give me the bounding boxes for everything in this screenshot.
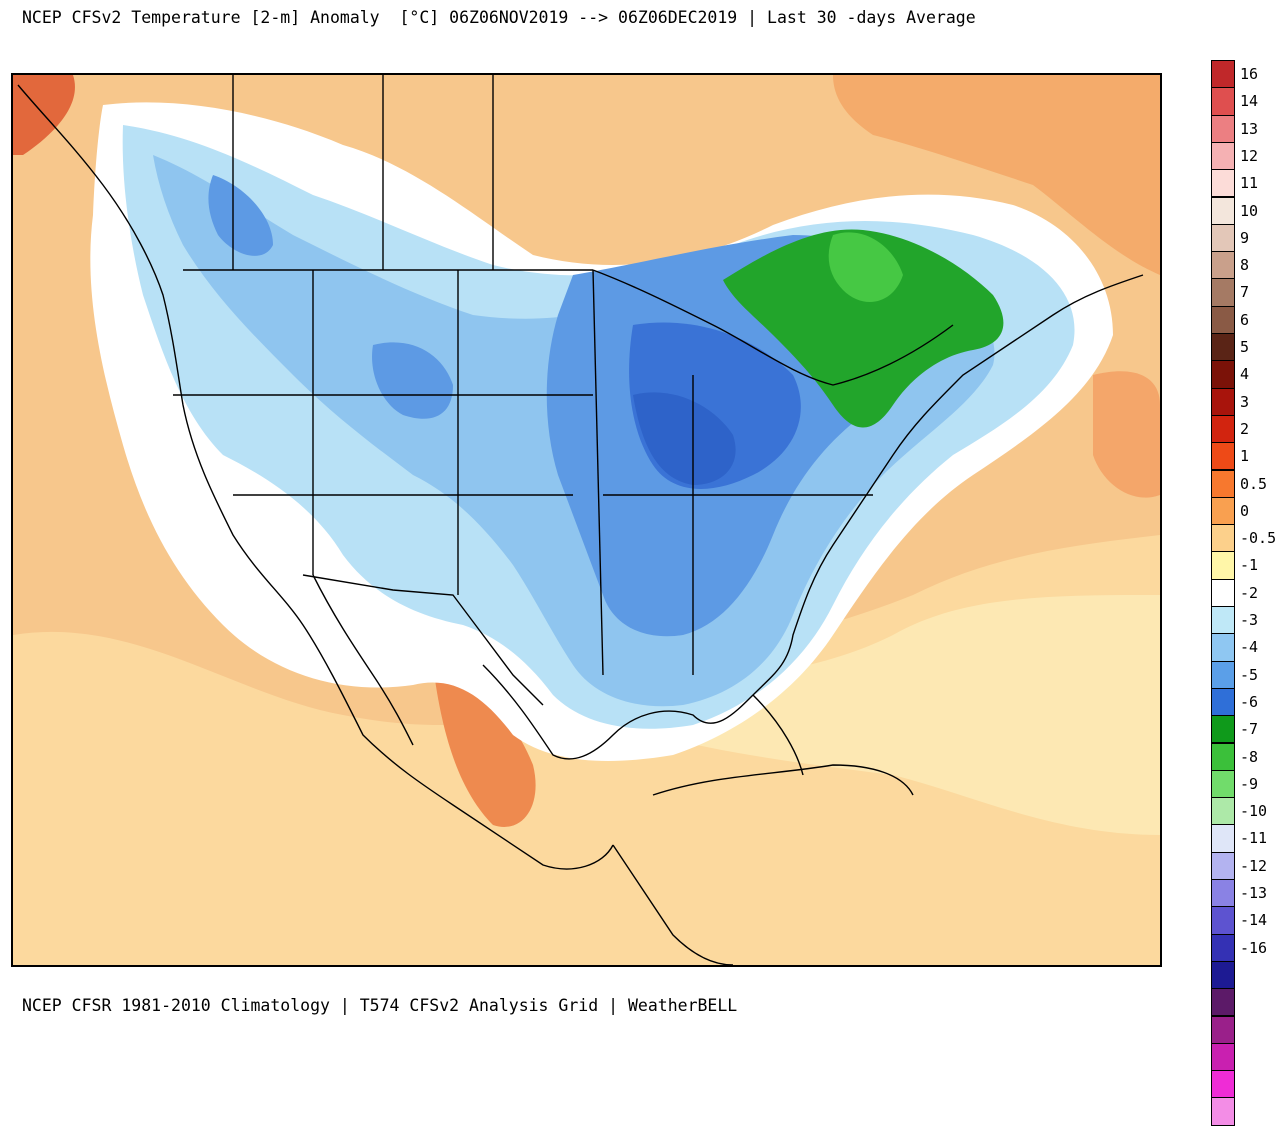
colorbar-label: 6 (1240, 310, 1250, 329)
central-america-coast (612, 844, 734, 965)
colorbar-swatch (1211, 469, 1235, 498)
colorbar-swatch (1211, 551, 1235, 580)
atlantic-mild-region (653, 595, 1160, 835)
colorbar-label: 3 (1240, 392, 1250, 411)
western-canada-cool-anomaly (208, 175, 273, 256)
atlantic-warm-anomaly (1093, 371, 1160, 498)
colorbar-label: -11 (1240, 829, 1268, 848)
us-mexico-border (302, 574, 544, 706)
colorbar-swatch (1211, 660, 1235, 689)
colorbar-swatch (1211, 1015, 1235, 1044)
colorbar-label: 9 (1240, 228, 1250, 247)
colorbar-swatch (1211, 1042, 1235, 1072)
quebec-cold-anomaly (723, 229, 1004, 428)
colorbar-swatch (1211, 742, 1235, 771)
colorbar-swatch (1211, 414, 1235, 444)
colorbar-swatch (1211, 196, 1235, 225)
map-footer-credit: NCEP CFSR 1981-2010 Climatology | T574 C… (22, 996, 738, 1015)
colorbar-label: -16 (1240, 938, 1268, 957)
greenland-warm-anomaly (833, 75, 1160, 275)
colorbar-label: -2 (1240, 583, 1259, 602)
colorbar-label: -13 (1240, 884, 1268, 902)
colorbar-swatch (1211, 223, 1235, 253)
colorbar-label: -0.5 (1240, 529, 1277, 548)
colorbar-swatch (1211, 442, 1235, 471)
colorbar-swatch (1211, 578, 1235, 607)
map-title: NCEP CFSv2 Temperature [2-m] Anomaly [°C… (22, 8, 976, 27)
colorbar-label: -9 (1240, 774, 1259, 793)
pacific-coastline (17, 84, 614, 870)
anomaly-map (11, 73, 1162, 967)
colorbar-label: -6 (1240, 692, 1259, 711)
colorbar-swatch (1211, 988, 1235, 1017)
colorbar-swatch (1211, 60, 1235, 89)
colorbar-swatch (1211, 524, 1235, 553)
colorbar-label: -8 (1240, 747, 1259, 766)
colorbar-label: 1 (1240, 447, 1250, 466)
colorbar-swatch (1211, 496, 1235, 526)
colorbar-label: 10 (1240, 201, 1259, 220)
colorbar-label: -7 (1240, 720, 1259, 739)
colorbar-label: 7 (1240, 283, 1250, 302)
colorbar-swatch (1211, 633, 1235, 662)
colorbar-label: 11 (1240, 174, 1259, 193)
ontario-cold-core (828, 232, 903, 302)
colorbar-swatch (1211, 824, 1235, 853)
colorbar-swatch (1211, 715, 1235, 744)
colorbar-swatch (1211, 87, 1235, 116)
colorbar-swatch (1211, 1097, 1235, 1126)
colorbar-swatch (1211, 1070, 1235, 1099)
colorbar-label: 5 (1240, 338, 1250, 356)
colorbar-swatch (1211, 278, 1235, 307)
colorbar-swatch (1211, 960, 1235, 990)
colorbar-label: -1 (1240, 556, 1259, 575)
colorbar-label: 8 (1240, 256, 1250, 275)
colorbar-swatch (1211, 879, 1235, 908)
colorbar-swatch (1211, 169, 1235, 198)
colorbar-swatch (1211, 769, 1235, 799)
colorbar-swatch (1211, 906, 1235, 935)
florida-peninsula (752, 694, 804, 776)
cuba-outline (652, 764, 914, 796)
us-state-line-5 (592, 269, 604, 676)
colorbar-swatch (1211, 141, 1235, 171)
colorbar-swatch (1211, 333, 1235, 362)
colorbar-swatch (1211, 114, 1235, 143)
colorbar-label: -12 (1240, 856, 1268, 875)
colorbar-label: 13 (1240, 119, 1259, 138)
colorbar-label: 14 (1240, 92, 1259, 111)
colorbar-label: 4 (1240, 365, 1250, 384)
colorbar-label: 2 (1240, 419, 1250, 438)
colorbar-label: -10 (1240, 802, 1268, 821)
colorbar-label: 12 (1240, 146, 1259, 165)
colorbar-swatch (1211, 797, 1235, 826)
colorbar-swatch (1211, 387, 1235, 416)
colorbar-swatch (1211, 305, 1235, 334)
colorbar-label: -3 (1240, 611, 1259, 629)
colorbar-label: 0.5 (1240, 474, 1268, 493)
gulf-and-atlantic-coastline (482, 274, 1144, 760)
anomaly-map-canvas (13, 75, 1160, 965)
rockies-cool-anomaly (372, 342, 453, 419)
colorbar-swatch (1211, 687, 1235, 717)
colorbar-label: -4 (1240, 638, 1259, 657)
mexico-warm-anomaly (433, 665, 536, 827)
colorbar-swatch (1211, 606, 1235, 635)
boundaries (17, 75, 1144, 965)
colorbar-label: -14 (1240, 911, 1268, 930)
ohio-valley-cold-core (633, 392, 736, 485)
colorbar-swatch (1211, 933, 1235, 962)
colorbar-label: 16 (1240, 65, 1259, 83)
colorbar-label: 0 (1240, 501, 1250, 520)
baja-california-coastline (312, 574, 414, 746)
colorbar-swatch (1211, 251, 1235, 280)
great-lakes-border (592, 269, 954, 386)
colorbar-swatch (1211, 851, 1235, 880)
colorbar-label: -5 (1240, 665, 1259, 684)
colorbar-swatch (1211, 360, 1235, 389)
